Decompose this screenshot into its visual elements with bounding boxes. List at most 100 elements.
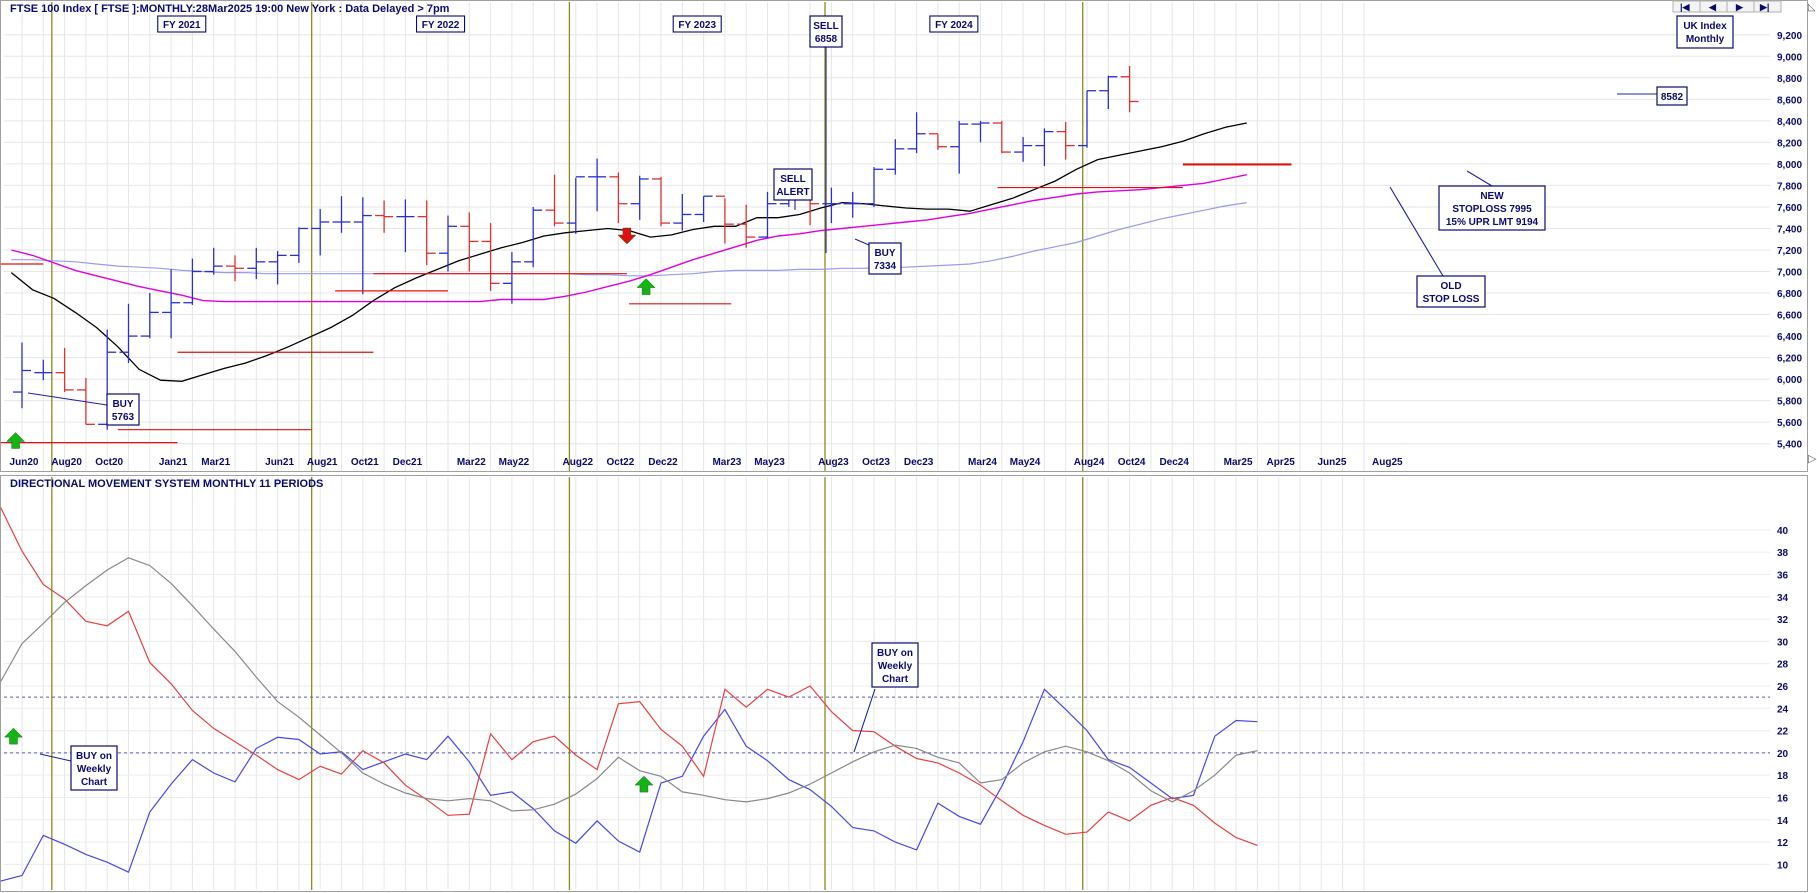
y-tick-label: 5,800 — [1777, 397, 1802, 408]
ohlc-bar — [758, 191, 777, 239]
fy-label-box — [929, 15, 979, 33]
ma-short-line — [10, 122, 1247, 382]
annotation-text: BUY — [112, 399, 133, 410]
annotation-text: SELL — [780, 174, 806, 185]
prev-icon: ◀ — [1708, 2, 1717, 12]
x-tick-label: Aug22 — [563, 457, 594, 468]
old-stop-loss-label: OLD STOP LOSS — [1389, 186, 1486, 308]
annotation-box — [868, 242, 902, 275]
y-tick-label: 38 — [1777, 548, 1789, 559]
ohlc-bar — [311, 209, 330, 256]
y-tick-label: 6,000 — [1777, 375, 1802, 386]
scroll-right-icon[interactable]: ▷ — [1808, 453, 1817, 465]
x-tick-label: Aug25 — [1372, 457, 1403, 468]
ohlc-bar — [950, 120, 969, 174]
x-tick-label: Dec22 — [648, 457, 678, 468]
x-tick-label: Mar21 — [201, 457, 230, 468]
last-price-label: 8582 — [1617, 86, 1688, 106]
annotation-text: Chart — [882, 674, 909, 685]
x-tick-label: Oct20 — [95, 457, 123, 468]
ohlc-bar — [396, 199, 415, 253]
fy-label-box — [672, 15, 722, 33]
ohlc-bar — [417, 200, 436, 266]
annotation-box — [1416, 275, 1486, 308]
buy-arrow-icon — [634, 775, 654, 793]
buy-5763-label: BUY 5763 — [27, 392, 140, 426]
expand-icon[interactable]: ◺ — [1808, 2, 1816, 13]
ohlc-bar — [439, 215, 457, 272]
y-tick-label: 5,600 — [1777, 418, 1802, 429]
ohlc-bar — [332, 196, 351, 233]
x-tick-label: Aug20 — [51, 457, 82, 468]
ohlc-bar — [268, 251, 287, 285]
fy-label: FY 2021 — [163, 20, 201, 31]
y-tick-label: 6,800 — [1777, 289, 1802, 300]
y-tick-label: 5,400 — [1777, 440, 1802, 451]
annotation-box — [773, 168, 813, 201]
x-tick-label: Mar22 — [457, 457, 486, 468]
y-tick-label: 12 — [1777, 838, 1789, 849]
ohlc-bar — [76, 378, 95, 425]
sell-6858-label: SELL 6858 — [809, 15, 843, 253]
y-tick-label: 8,200 — [1777, 138, 1802, 149]
x-tick-label: Oct22 — [607, 457, 635, 468]
x-tick-label: Aug24 — [1074, 457, 1105, 468]
buy-arrow-icon — [6, 432, 26, 449]
y-tick-label: 20 — [1777, 749, 1789, 760]
ohlc-bar — [1056, 121, 1075, 160]
fy-label: FY 2024 — [935, 20, 973, 31]
ohlc-bar — [289, 227, 308, 263]
ohlc-bar — [1078, 90, 1096, 148]
x-tick-label: Aug21 — [307, 457, 338, 468]
annotation-box — [871, 642, 919, 688]
annotation-text: 6858 — [815, 34, 838, 45]
x-tick-label: Mar24 — [968, 457, 997, 468]
ohlc-bar — [1099, 75, 1118, 110]
ohlc-bar — [566, 176, 585, 234]
x-tick-label: Mar25 — [1224, 457, 1253, 468]
di_plus-line — [0, 688, 1258, 882]
annotation-text: ALERT — [776, 187, 809, 198]
ohlc-bar — [162, 269, 181, 339]
y-tick-label: 22 — [1777, 727, 1789, 738]
annotation-text: OLD — [1440, 281, 1461, 292]
ohlc-bar — [673, 194, 692, 231]
last-icon: ▶| — [1759, 2, 1769, 12]
y-tick-label: 6,400 — [1777, 332, 1802, 343]
y-tick-label: 32 — [1777, 615, 1789, 626]
indicator-title: DIRECTIONAL MOVEMENT SYSTEM MONTHLY 11 P… — [10, 478, 323, 490]
ohlc-bar — [460, 212, 479, 272]
ohlc-bar — [886, 139, 905, 175]
ohlc-bar — [609, 172, 628, 224]
ohlc-bar — [119, 303, 138, 363]
annotation-text: 15% UPR LMT 9194 — [1446, 217, 1539, 228]
ohlc-bar — [545, 174, 564, 227]
ohlc-bar — [737, 204, 756, 248]
chart-title: FTSE 100 Index [ FTSE ]:MONTHLY:28Mar202… — [10, 3, 450, 15]
ohlc-bar — [652, 176, 670, 227]
y-tick-label: 26 — [1777, 682, 1789, 693]
x-tick-label: May24 — [1010, 457, 1041, 468]
fy-label: FY 2023 — [678, 20, 716, 31]
y-tick-label: 10 — [1777, 860, 1789, 871]
x-tick-label: Oct24 — [1118, 457, 1146, 468]
index-label-box: UK Index Monthly — [1676, 15, 1734, 49]
y-tick-label: 40 — [1777, 526, 1789, 537]
ohlc-bar — [992, 120, 1011, 154]
ohlc-bar — [907, 112, 926, 154]
nav-last-button[interactable] — [1753, 0, 1782, 13]
annotation-text: BUY — [874, 248, 895, 259]
callout-line — [854, 238, 870, 246]
y-tick-label: 8,000 — [1777, 160, 1802, 171]
ohlc-bar — [1035, 128, 1054, 167]
y-tick-label: 7,000 — [1777, 268, 1802, 279]
annotation-text: STOPLOSS 7995 — [1452, 204, 1532, 215]
y-tick-label: 28 — [1777, 660, 1789, 671]
x-tick-label: Dec21 — [393, 457, 423, 468]
y-tick-label: 9,000 — [1777, 52, 1802, 63]
buy-arrow-icon — [636, 278, 656, 295]
ohlc-bar — [502, 252, 521, 304]
ohlc-bar — [822, 187, 841, 224]
x-tick-label: Dec23 — [904, 457, 934, 468]
